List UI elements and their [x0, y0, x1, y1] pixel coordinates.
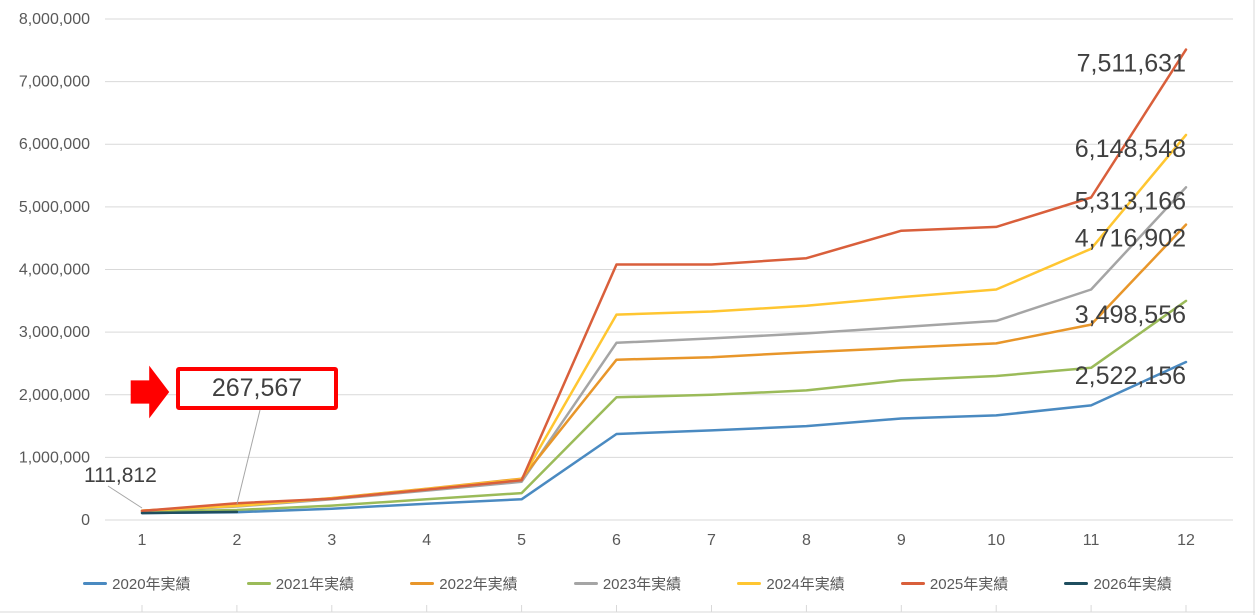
svg-text:6: 6 [612, 532, 621, 549]
svg-text:5,000,000: 5,000,000 [19, 199, 90, 216]
svg-text:2,522,156: 2,522,156 [1075, 362, 1186, 390]
svg-text:5: 5 [517, 532, 526, 549]
svg-text:11: 11 [1083, 532, 1100, 549]
svg-text:7: 7 [707, 532, 716, 549]
svg-text:1,000,000: 1,000,000 [19, 449, 90, 466]
svg-text:10: 10 [987, 532, 1005, 549]
svg-text:3,000,000: 3,000,000 [19, 324, 90, 341]
svg-text:3: 3 [327, 532, 336, 549]
svg-text:4: 4 [422, 532, 431, 549]
svg-text:2: 2 [232, 532, 241, 549]
svg-text:8,000,000: 8,000,000 [19, 11, 90, 28]
svg-text:2,000,000: 2,000,000 [19, 387, 90, 404]
svg-text:7,000,000: 7,000,000 [19, 74, 90, 91]
svg-text:6,148,548: 6,148,548 [1075, 135, 1186, 163]
svg-text:5,313,166: 5,313,166 [1075, 187, 1186, 215]
svg-text:111,812: 111,812 [84, 464, 157, 487]
svg-text:4,000,000: 4,000,000 [19, 262, 90, 279]
svg-text:4,716,902: 4,716,902 [1075, 225, 1186, 253]
svg-text:6,000,000: 6,000,000 [19, 136, 90, 153]
svg-text:3,498,556: 3,498,556 [1075, 301, 1186, 329]
svg-text:0: 0 [81, 512, 90, 529]
svg-text:8: 8 [802, 532, 811, 549]
svg-text:12: 12 [1177, 532, 1195, 549]
svg-text:1: 1 [138, 532, 147, 549]
svg-text:7,511,631: 7,511,631 [1077, 50, 1186, 78]
svg-text:9: 9 [897, 532, 906, 549]
